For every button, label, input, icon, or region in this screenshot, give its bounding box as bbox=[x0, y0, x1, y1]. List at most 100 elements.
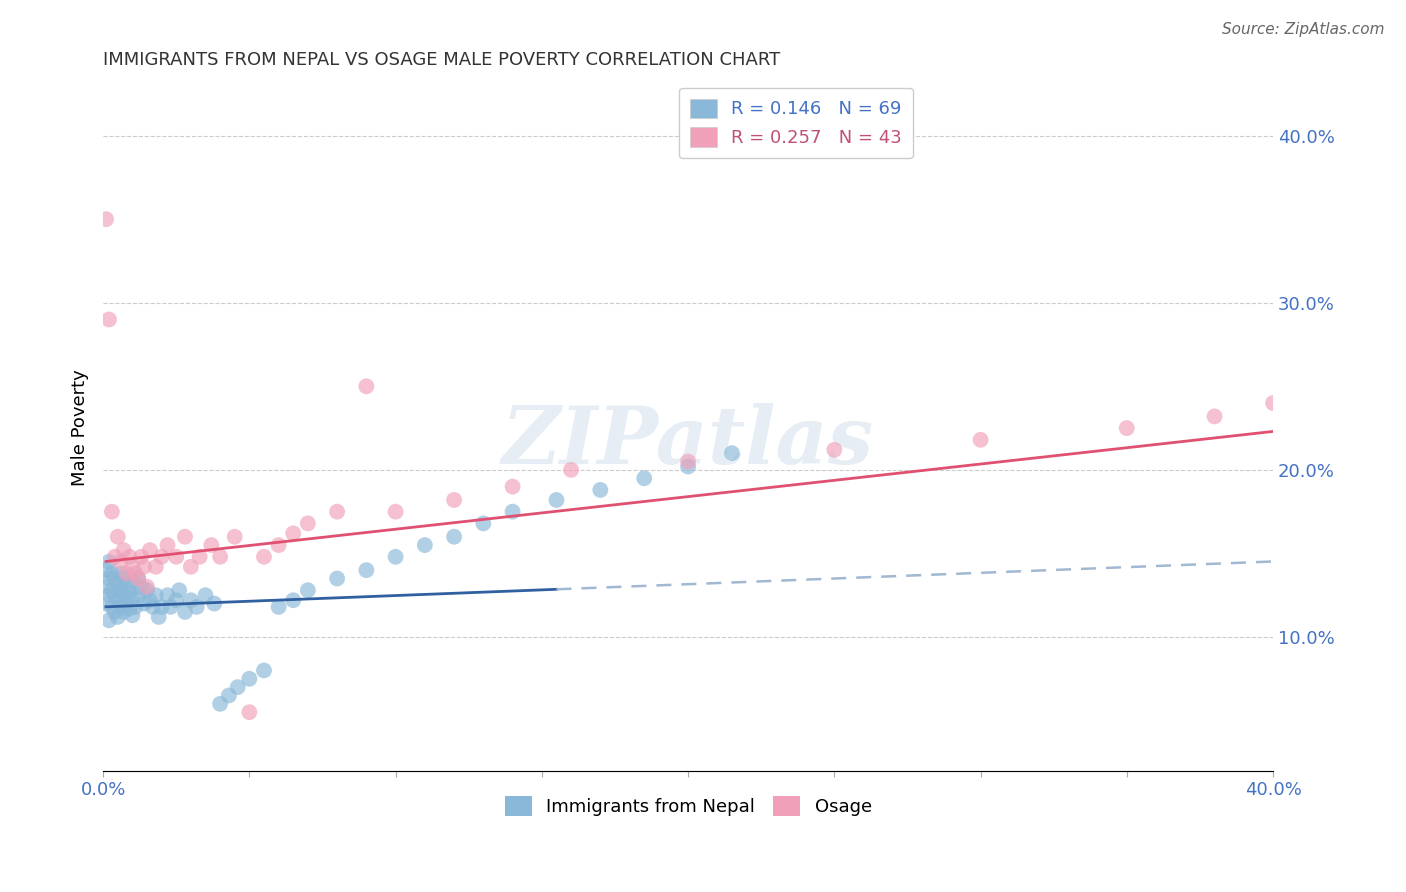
Point bbox=[283, 593, 305, 607]
Text: ZIPatlas: ZIPatlas bbox=[502, 403, 875, 481]
Point bbox=[107, 593, 129, 607]
Point bbox=[124, 599, 146, 614]
Point bbox=[156, 588, 179, 602]
Point bbox=[104, 588, 127, 602]
Point bbox=[283, 526, 305, 541]
Point bbox=[224, 530, 246, 544]
Point bbox=[110, 599, 132, 614]
Point bbox=[101, 566, 124, 581]
Point bbox=[101, 583, 124, 598]
Point bbox=[107, 530, 129, 544]
Point bbox=[1204, 409, 1226, 424]
Point bbox=[209, 697, 232, 711]
Point bbox=[188, 549, 211, 564]
Point bbox=[546, 492, 568, 507]
Point bbox=[136, 583, 159, 598]
Point bbox=[94, 212, 117, 227]
Point bbox=[326, 505, 349, 519]
Point bbox=[118, 549, 141, 564]
Point bbox=[127, 572, 149, 586]
Point bbox=[165, 593, 187, 607]
Point bbox=[118, 585, 141, 599]
Point bbox=[186, 599, 208, 614]
Point bbox=[1261, 396, 1284, 410]
Point bbox=[253, 549, 276, 564]
Point bbox=[180, 559, 202, 574]
Point bbox=[112, 605, 135, 619]
Point bbox=[356, 379, 378, 393]
Point bbox=[159, 599, 181, 614]
Point bbox=[202, 597, 225, 611]
Point bbox=[98, 312, 121, 326]
Point bbox=[297, 516, 319, 531]
Point bbox=[145, 559, 167, 574]
Point bbox=[200, 538, 222, 552]
Point bbox=[98, 588, 121, 602]
Point bbox=[676, 459, 699, 474]
Point bbox=[104, 572, 127, 586]
Point bbox=[132, 559, 155, 574]
Point bbox=[132, 597, 155, 611]
Point bbox=[721, 446, 744, 460]
Point bbox=[238, 705, 260, 719]
Point bbox=[823, 442, 845, 457]
Point bbox=[472, 516, 495, 531]
Point bbox=[384, 549, 406, 564]
Text: IMMIGRANTS FROM NEPAL VS OSAGE MALE POVERTY CORRELATION CHART: IMMIGRANTS FROM NEPAL VS OSAGE MALE POVE… bbox=[103, 51, 780, 69]
Point bbox=[112, 572, 135, 586]
Point bbox=[121, 559, 143, 574]
Point bbox=[139, 593, 162, 607]
Point bbox=[267, 538, 290, 552]
Point bbox=[129, 580, 152, 594]
Legend: Immigrants from Nepal, Osage: Immigrants from Nepal, Osage bbox=[498, 789, 879, 823]
Point bbox=[156, 538, 179, 552]
Point bbox=[142, 599, 165, 614]
Point bbox=[384, 505, 406, 519]
Point bbox=[127, 588, 149, 602]
Point bbox=[356, 563, 378, 577]
Point bbox=[238, 672, 260, 686]
Point bbox=[969, 433, 991, 447]
Point bbox=[443, 492, 465, 507]
Point bbox=[326, 572, 349, 586]
Point bbox=[110, 566, 132, 581]
Point bbox=[443, 530, 465, 544]
Point bbox=[502, 505, 524, 519]
Point bbox=[127, 572, 149, 586]
Point bbox=[589, 483, 612, 497]
Point bbox=[110, 555, 132, 569]
Y-axis label: Male Poverty: Male Poverty bbox=[72, 369, 89, 486]
Point bbox=[115, 580, 138, 594]
Point bbox=[413, 538, 436, 552]
Point bbox=[253, 664, 276, 678]
Point bbox=[112, 543, 135, 558]
Point bbox=[104, 605, 127, 619]
Point bbox=[129, 549, 152, 564]
Point bbox=[180, 593, 202, 607]
Point bbox=[101, 599, 124, 614]
Point bbox=[115, 566, 138, 581]
Point bbox=[124, 566, 146, 581]
Point bbox=[297, 583, 319, 598]
Point bbox=[560, 463, 582, 477]
Point bbox=[98, 572, 121, 586]
Point bbox=[194, 588, 217, 602]
Point bbox=[118, 601, 141, 615]
Point bbox=[150, 599, 173, 614]
Point bbox=[226, 680, 249, 694]
Point bbox=[167, 583, 190, 598]
Point bbox=[676, 454, 699, 468]
Text: Source: ZipAtlas.com: Source: ZipAtlas.com bbox=[1222, 22, 1385, 37]
Point bbox=[98, 555, 121, 569]
Point bbox=[107, 576, 129, 591]
Point bbox=[633, 471, 655, 485]
Point bbox=[150, 549, 173, 564]
Point bbox=[104, 549, 127, 564]
Point bbox=[98, 613, 121, 627]
Point bbox=[145, 588, 167, 602]
Point bbox=[139, 543, 162, 558]
Point bbox=[502, 480, 524, 494]
Point bbox=[267, 599, 290, 614]
Point bbox=[94, 580, 117, 594]
Point bbox=[209, 549, 232, 564]
